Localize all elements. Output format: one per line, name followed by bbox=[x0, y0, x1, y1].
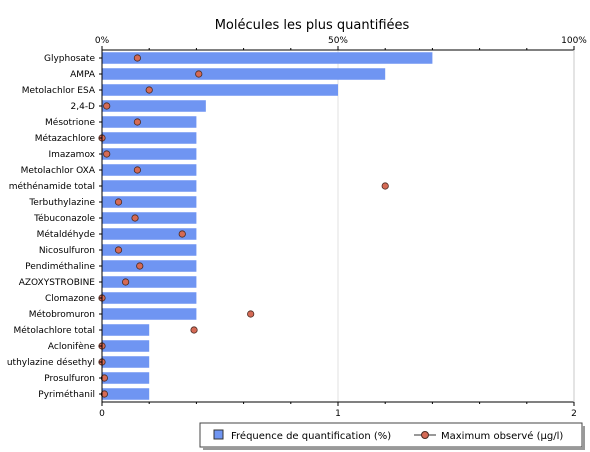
marker bbox=[114, 246, 123, 254]
bar bbox=[102, 196, 197, 208]
bar bbox=[102, 68, 386, 80]
bar bbox=[102, 212, 197, 224]
category-label: Glyphosate bbox=[44, 54, 95, 64]
legend-marker-label: Maximum observé (µg/l) bbox=[441, 430, 563, 442]
marker bbox=[131, 214, 139, 222]
legend-bar-swatch bbox=[213, 429, 224, 440]
chart-title: Molécules les plus quantifiées bbox=[215, 18, 410, 33]
category-label: Terbuthylazine bbox=[28, 198, 95, 208]
marker bbox=[114, 198, 123, 206]
top-tick-label: 100% bbox=[561, 36, 587, 46]
bar bbox=[102, 276, 197, 288]
bar bbox=[102, 372, 150, 384]
marker bbox=[195, 70, 203, 78]
category-label: méthénamide total bbox=[9, 181, 95, 192]
category-label: Tébuconazole bbox=[33, 213, 95, 224]
category-label: Nicosulfuron bbox=[39, 246, 95, 256]
bar bbox=[102, 308, 197, 320]
marker bbox=[133, 118, 141, 126]
category-label: Metolachlor OXA bbox=[21, 166, 96, 176]
category-label: 2,4-D bbox=[71, 102, 96, 112]
marker bbox=[178, 230, 186, 238]
legend-box bbox=[199, 422, 583, 448]
bottom-tick-label: 0 bbox=[99, 409, 105, 419]
category-label: Mésotrione bbox=[45, 117, 95, 128]
marker bbox=[136, 262, 144, 270]
bar-series bbox=[102, 52, 433, 400]
bar bbox=[102, 148, 197, 160]
bar bbox=[102, 228, 197, 240]
category-label: AMPA bbox=[70, 70, 96, 80]
category-label: Métolachlore total bbox=[14, 325, 96, 336]
marker-series bbox=[98, 54, 389, 398]
marker bbox=[103, 150, 111, 158]
legend: Fréquence de quantification (%) Maximum … bbox=[199, 422, 585, 450]
category-label: Métazachlore bbox=[35, 133, 96, 144]
category-label: Metolachlor ESA bbox=[22, 86, 96, 96]
category-label: Imazamox bbox=[49, 150, 96, 160]
category-label: Aclonifène bbox=[48, 341, 96, 352]
marker bbox=[247, 310, 255, 318]
bar bbox=[102, 84, 338, 96]
category-label: Métobromuron bbox=[29, 309, 95, 320]
bar bbox=[102, 132, 197, 144]
bar bbox=[102, 292, 197, 304]
category-label: Pyriméthanil bbox=[38, 389, 95, 400]
category-label: Métaldéhyde bbox=[37, 229, 96, 240]
category-labels: Glyphosate AMPA Metolachlor ESA 2,4-D Mésotr… bbox=[7, 54, 96, 400]
marker bbox=[190, 326, 198, 334]
marker bbox=[145, 86, 153, 94]
marker bbox=[133, 54, 141, 62]
bar bbox=[102, 244, 197, 256]
legend-bar-label: Fréquence de quantification (%) bbox=[231, 430, 391, 442]
axes: 0% 50% 100% 0 1 2 bbox=[95, 36, 587, 419]
category-label: AZOXYSTROBINE bbox=[19, 278, 96, 288]
top-tick-label: 0% bbox=[95, 36, 110, 46]
marker bbox=[122, 278, 130, 286]
bottom-tick-label: 1 bbox=[335, 409, 341, 419]
bar bbox=[102, 116, 197, 128]
top-tick-label: 50% bbox=[328, 36, 348, 46]
legend-shadow-bottom bbox=[203, 447, 585, 450]
bar bbox=[102, 388, 150, 400]
category-label: Pendiméthaline bbox=[25, 261, 95, 272]
bar bbox=[102, 164, 197, 176]
legend-marker-swatch bbox=[421, 431, 429, 439]
bar bbox=[102, 356, 150, 368]
bar bbox=[102, 52, 433, 64]
bar bbox=[102, 340, 150, 352]
bar bbox=[102, 260, 197, 272]
bar bbox=[102, 100, 206, 112]
bar bbox=[102, 180, 197, 192]
legend-shadow-right bbox=[582, 426, 585, 450]
category-label: Prosulfuron bbox=[44, 374, 95, 384]
marker bbox=[381, 182, 389, 190]
category-label: uthylazine désethyl bbox=[7, 357, 95, 368]
bar bbox=[102, 324, 150, 336]
marker bbox=[133, 166, 141, 174]
category-label: Clomazone bbox=[45, 294, 96, 304]
marker bbox=[103, 102, 111, 110]
bottom-tick-label: 2 bbox=[571, 409, 577, 419]
